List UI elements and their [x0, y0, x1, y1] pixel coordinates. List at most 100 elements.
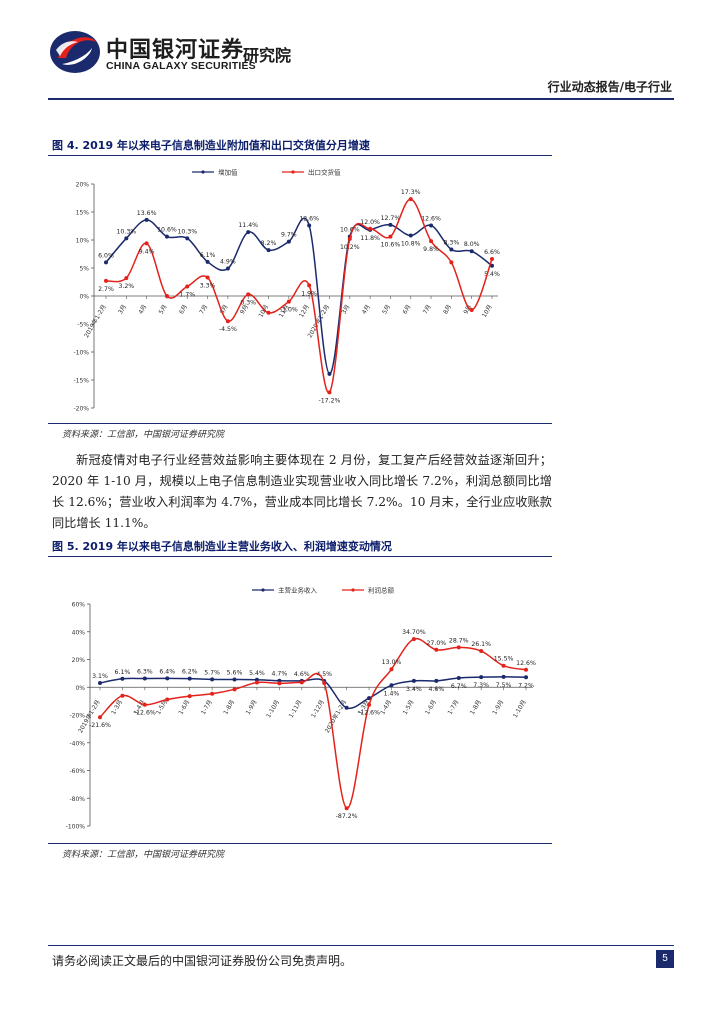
fig4-x-tick-label: 6月: [178, 304, 189, 316]
fig5-data-label: 15.5%: [494, 656, 514, 663]
fig5-legend-label: 主营业务收入: [278, 586, 318, 595]
fig4-data-label: 10.3%: [116, 228, 136, 235]
fig5-y-tick-label: -80%: [69, 796, 85, 803]
fig4-data-point: [388, 234, 393, 239]
fig4-x-tick-label: 9月: [239, 304, 250, 316]
fig5-x-tick-label: 1-10月: [265, 699, 281, 719]
fig5-data-point: [479, 675, 484, 680]
fig5-data-label: 3.4%: [406, 686, 422, 693]
fig4-x-tick-label: 4月: [361, 304, 372, 316]
footer-divider: [48, 945, 674, 946]
fig4-x-tick-label: 6月: [401, 304, 412, 316]
fig4-data-label: 10.3%: [177, 228, 197, 235]
fig4-data-point: [307, 283, 312, 288]
fig4-x-tick-label: 7月: [422, 304, 433, 316]
fig4-data-label: 10.2%: [340, 244, 360, 251]
fig5-series-line-2: [99, 637, 527, 810]
fig4-legend-marker: [201, 170, 205, 174]
fig4-y-tick-label: 20%: [76, 182, 90, 189]
fig4-data-point: [205, 259, 210, 264]
fig5-data-point: [367, 696, 372, 701]
fig4-data-label: 6.1%: [200, 252, 216, 259]
fig5-x-tick-label: 1-10月: [512, 699, 528, 719]
fig5-data-label: 6.7%: [451, 683, 467, 690]
figure4-title: 图 4. 2019 年以来电子信息制造业附加值和出口交货值分月增速: [52, 139, 370, 152]
fig4-data-point: [286, 299, 291, 304]
fig5-x-tick-label: 2020年1-2月: [323, 698, 348, 734]
fig4-x-tick-label: 4月: [137, 304, 148, 316]
fig4-y-tick-label: 5%: [79, 266, 89, 273]
fig5-data-label: 4.7%: [272, 671, 288, 678]
fig4-data-label: 10.8%: [401, 241, 421, 248]
fig4-data-point: [347, 236, 352, 241]
fig4-data-label: 13.6%: [137, 210, 157, 217]
fig5-data-label: -12.6%: [358, 710, 380, 717]
fig5-data-point: [120, 693, 125, 698]
fig5-y-tick-label: -40%: [69, 740, 85, 747]
fig5-data-label: 6.1%: [115, 669, 131, 676]
fig4-data-point: [408, 197, 413, 202]
fig4-x-tick-label: 10月: [481, 304, 494, 319]
fig4-x-tick-label: 3月: [117, 304, 128, 316]
fig5-data-label: -87.2%: [336, 813, 358, 820]
fig4-data-point: [388, 222, 393, 227]
logo-chinese-name: 中国银河证券: [106, 38, 245, 63]
fig5-data-label: 26.1%: [471, 641, 491, 648]
fig4-data-point: [429, 239, 434, 244]
fig5-x-tick-label: 1-9月: [245, 699, 259, 716]
fig5-data-point: [120, 676, 125, 681]
fig5-data-point: [254, 680, 259, 685]
fig5-data-label: 7.5%: [496, 682, 512, 689]
fig4-y-tick-label: -10%: [73, 350, 89, 357]
fig5-y-tick-label: -20%: [69, 713, 85, 720]
fig4-data-point: [469, 308, 474, 312]
fig5-data-point: [501, 663, 506, 668]
fig5-data-label: 12.6%: [516, 660, 536, 667]
fig5-x-tick-label: 1-8月: [222, 699, 236, 716]
fig5-data-label: 7.3%: [473, 682, 489, 689]
fig4-data-label: -4.5%: [219, 326, 237, 333]
fig5-x-tick-label: 1-6月: [177, 699, 191, 716]
fig5-y-tick-label: 40%: [72, 629, 86, 636]
fig4-data-label: 8.0%: [464, 241, 480, 248]
fig4-data-label: 5.4%: [484, 271, 500, 278]
fig4-x-tick-label: 8月: [219, 304, 230, 316]
fig4-data-point: [307, 223, 312, 228]
fig4-data-point: [124, 236, 129, 241]
fig4-x-tick-label: 7月: [198, 304, 209, 316]
figure4-bottom-rule: [48, 423, 552, 424]
fig4-data-label: 1.9%: [301, 290, 317, 297]
fig5-data-label: 6.4%: [159, 668, 175, 675]
fig5-data-point: [232, 677, 237, 682]
fig5-data-point: [367, 702, 372, 707]
fig5-data-point: [210, 691, 215, 696]
fig5-legend-label: 利润总额: [368, 586, 395, 595]
fig5-x-tick-label: 1-9月: [491, 699, 505, 716]
fig5-data-point: [322, 680, 327, 685]
fig4-data-point: [205, 275, 210, 280]
fig5-data-point: [389, 667, 394, 672]
fig5-x-tick-label: 1-7月: [200, 699, 214, 716]
fig5-data-point: [98, 715, 102, 720]
fig5-data-point: [165, 697, 170, 702]
fig4-data-point: [449, 260, 454, 265]
galaxy-logo-icon: [50, 31, 100, 73]
fig4-legend-label: 增加值: [218, 168, 238, 177]
fig4-data-point: [286, 239, 291, 244]
fig5-data-label: -12.6%: [134, 710, 156, 717]
fig4-data-label: 10.6%: [381, 242, 401, 249]
fig5-data-point: [479, 649, 484, 654]
fig5-x-tick-label: 1-6月: [424, 699, 438, 716]
fig4-data-label: 9.8%: [423, 246, 439, 253]
fig4-x-tick-label: 3月: [341, 304, 352, 316]
fig4-data-point: [246, 230, 251, 235]
fig4-y-tick-label: -5%: [77, 322, 89, 329]
fig4-y-tick-label: 0%: [79, 294, 89, 301]
fig5-legend-marker: [261, 588, 265, 592]
fig5-data-point: [411, 637, 416, 642]
fig5-data-point: [299, 680, 304, 685]
fig4-x-tick-label: 5月: [381, 304, 392, 316]
fig4-data-label: 8.2%: [261, 240, 277, 247]
fig5-data-label: 4.6%: [428, 686, 444, 693]
fig5-data-point: [210, 677, 215, 682]
